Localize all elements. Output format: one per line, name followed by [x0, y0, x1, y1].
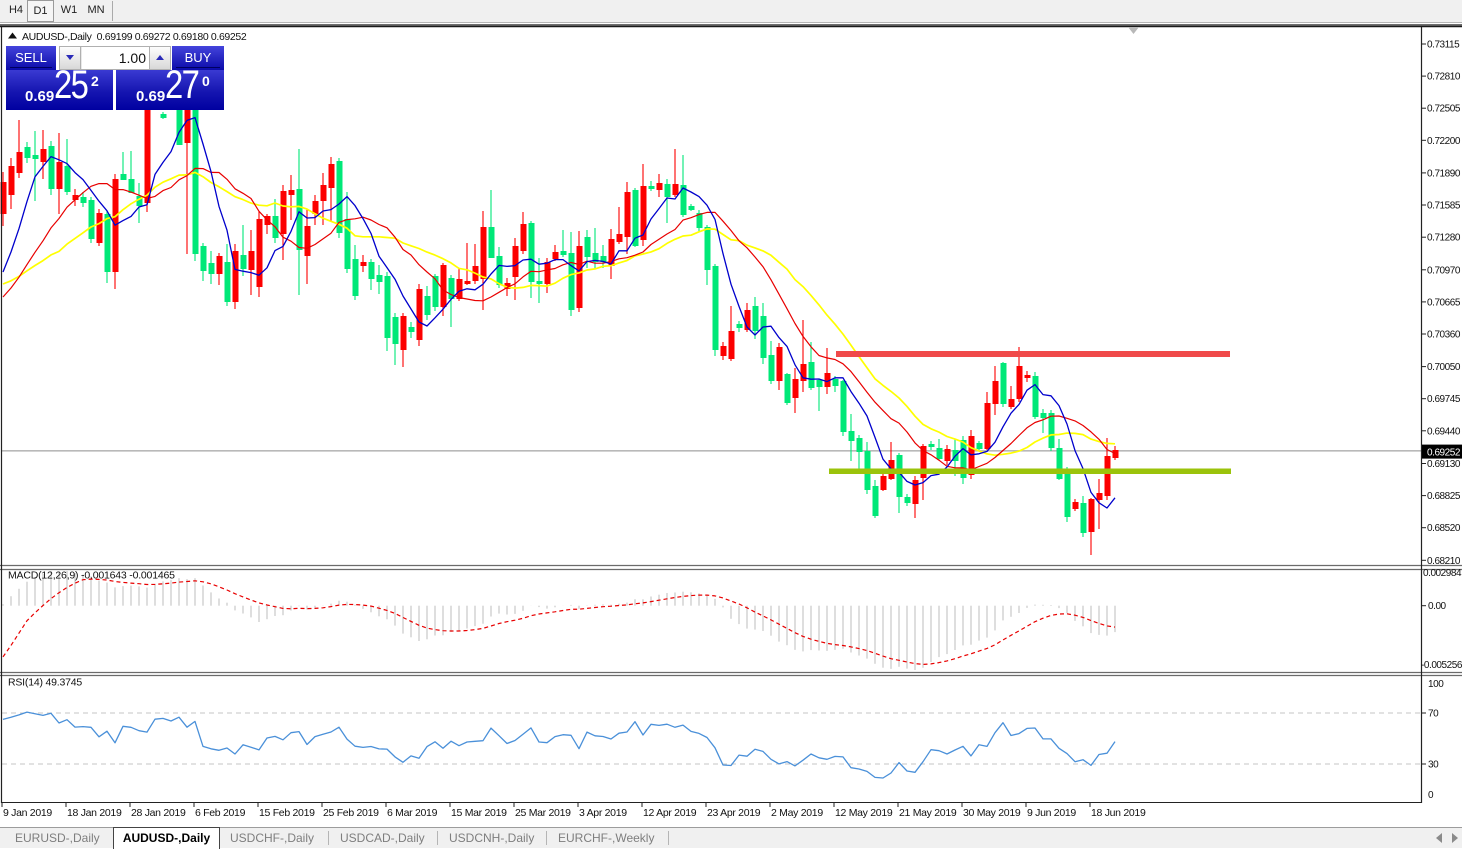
svg-text:AUDUSD-,Daily 0.69199 0.69272: AUDUSD-,Daily 0.69199 0.69272 0.69180 0.…: [22, 31, 247, 43]
svg-text:6 Feb 2019: 6 Feb 2019: [195, 807, 246, 819]
svg-text:0.71585: 0.71585: [1427, 201, 1461, 212]
svg-text:6 Mar 2019: 6 Mar 2019: [387, 807, 438, 819]
svg-text:0.69252: 0.69252: [1427, 447, 1461, 458]
svg-text:30: 30: [1428, 760, 1439, 771]
svg-text:70: 70: [1428, 709, 1439, 720]
svg-text:28 Jan 2019: 28 Jan 2019: [131, 807, 186, 819]
svg-text:0.69440: 0.69440: [1427, 426, 1461, 437]
svg-text:0.72505: 0.72505: [1427, 104, 1461, 115]
svg-text:0.68210: 0.68210: [1427, 556, 1461, 567]
svg-text:0: 0: [1428, 790, 1434, 801]
svg-text:0.73115: 0.73115: [1427, 40, 1460, 51]
svg-text:18 Jun 2019: 18 Jun 2019: [1091, 807, 1146, 819]
svg-text:18 Jan 2019: 18 Jan 2019: [67, 807, 122, 819]
svg-text:12 Apr 2019: 12 Apr 2019: [643, 807, 697, 819]
svg-text:9 Jun 2019: 9 Jun 2019: [1027, 807, 1076, 819]
svg-text:RSI(14) 49.3745: RSI(14) 49.3745: [8, 677, 82, 689]
svg-text:0.71280: 0.71280: [1427, 233, 1461, 244]
svg-text:0.70970: 0.70970: [1427, 265, 1461, 276]
svg-text:2 May 2019: 2 May 2019: [771, 807, 823, 819]
svg-text:0.70665: 0.70665: [1427, 297, 1461, 308]
svg-text:30 May 2019: 30 May 2019: [963, 807, 1021, 819]
svg-text:0.68520: 0.68520: [1427, 523, 1461, 534]
svg-text:0.70360: 0.70360: [1427, 330, 1461, 341]
svg-text:23 Apr 2019: 23 Apr 2019: [707, 807, 761, 819]
svg-text:0.68825: 0.68825: [1427, 491, 1461, 502]
svg-text:0.72810: 0.72810: [1427, 72, 1461, 83]
svg-text:21 May 2019: 21 May 2019: [899, 807, 957, 819]
svg-text:0.69130: 0.69130: [1427, 459, 1461, 470]
svg-text:9 Jan 2019: 9 Jan 2019: [3, 807, 52, 819]
svg-text:-0.005256: -0.005256: [1421, 660, 1462, 671]
svg-text:0.00: 0.00: [1428, 601, 1447, 612]
svg-text:12 May 2019: 12 May 2019: [835, 807, 893, 819]
svg-text:0.71890: 0.71890: [1427, 168, 1461, 179]
svg-text:0.72200: 0.72200: [1427, 136, 1461, 147]
svg-text:25 Feb 2019: 25 Feb 2019: [323, 807, 379, 819]
svg-text:15 Feb 2019: 15 Feb 2019: [259, 807, 315, 819]
svg-text:0.70050: 0.70050: [1427, 362, 1461, 373]
svg-text:25 Mar 2019: 25 Mar 2019: [515, 807, 571, 819]
svg-text:MACD(12,26,9) -0.001643 -0.001: MACD(12,26,9) -0.001643 -0.001465: [8, 570, 175, 582]
svg-text:0.69745: 0.69745: [1427, 394, 1461, 405]
svg-text:3 Apr 2019: 3 Apr 2019: [579, 807, 627, 819]
svg-text:100: 100: [1428, 679, 1444, 690]
svg-text:0.002984: 0.002984: [1423, 568, 1462, 579]
svg-text:15 Mar 2019: 15 Mar 2019: [451, 807, 507, 819]
